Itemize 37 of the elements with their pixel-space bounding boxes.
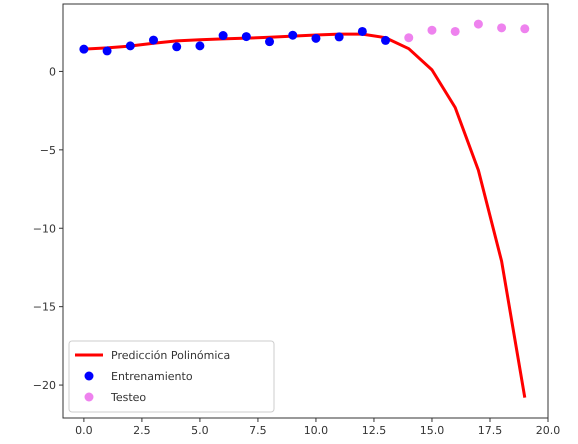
point bbox=[218, 31, 228, 40]
x-tick-label: 17.5 bbox=[478, 424, 502, 437]
point bbox=[102, 46, 112, 56]
x-tick-label: 2.5 bbox=[133, 424, 151, 437]
y-tick-label: −5 bbox=[40, 144, 56, 157]
y-tick-label: −15 bbox=[32, 300, 56, 314]
point bbox=[79, 44, 88, 54]
x-tick-label: 0.0 bbox=[75, 424, 93, 437]
legend-label: Testeo bbox=[110, 391, 146, 404]
x-tick-label: 20.0 bbox=[536, 424, 560, 437]
point bbox=[358, 26, 367, 36]
point bbox=[172, 42, 182, 52]
point bbox=[242, 32, 251, 42]
point bbox=[311, 34, 320, 43]
point bbox=[404, 33, 414, 42]
x-tick-label: 10.0 bbox=[304, 424, 328, 437]
legend-label: Entrenamiento bbox=[111, 370, 193, 383]
point bbox=[126, 41, 135, 50]
point bbox=[195, 41, 204, 50]
legend-label: Predicción Polinómica bbox=[111, 349, 230, 362]
point bbox=[334, 32, 344, 42]
point bbox=[474, 20, 483, 29]
point bbox=[520, 24, 530, 34]
x-tick-label: 12.5 bbox=[362, 424, 386, 437]
y-tick-label: −10 bbox=[32, 222, 56, 236]
x-tick-label: 5.0 bbox=[191, 424, 209, 437]
point bbox=[265, 37, 274, 46]
point bbox=[450, 26, 460, 36]
y-tick-label: 0 bbox=[49, 65, 56, 78]
y-tick-label: −20 bbox=[32, 379, 56, 392]
point bbox=[149, 36, 158, 45]
point bbox=[381, 36, 390, 45]
point bbox=[497, 23, 506, 32]
point bbox=[427, 26, 436, 35]
x-tick-label: 15.0 bbox=[420, 424, 444, 437]
point bbox=[288, 30, 298, 40]
x-tick-label: 7.5 bbox=[249, 424, 267, 437]
